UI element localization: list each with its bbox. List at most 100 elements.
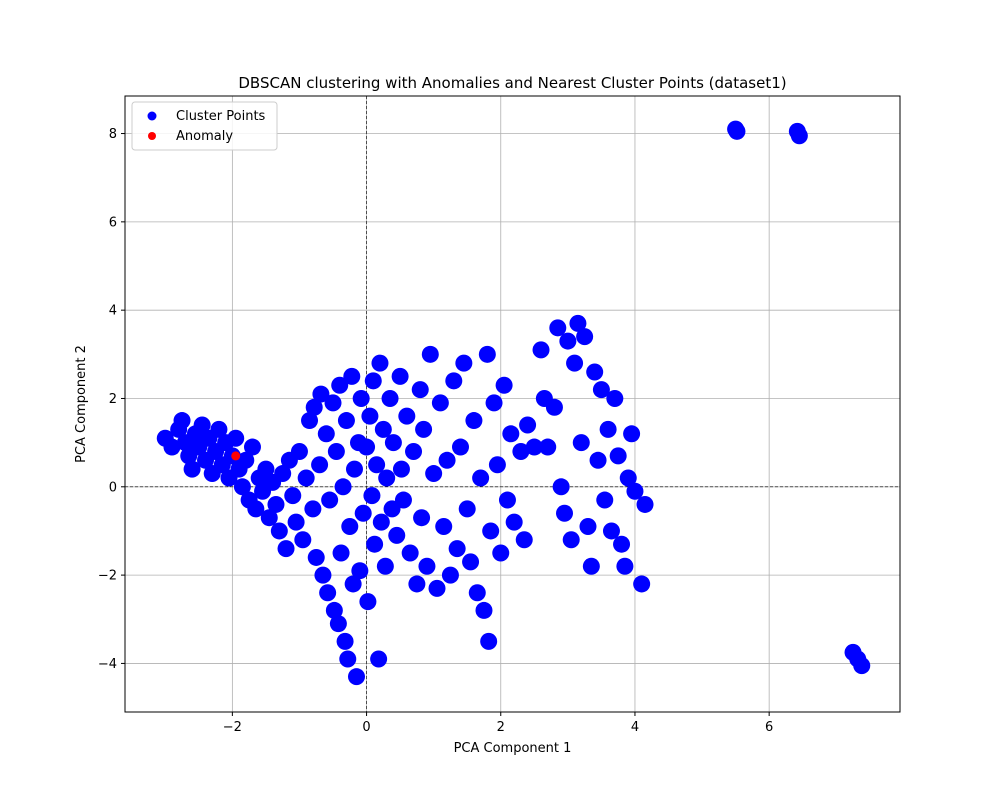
cluster-point: [343, 367, 361, 385]
x-tick-label: 6: [765, 720, 773, 735]
cluster-point: [290, 442, 308, 460]
cluster-point: [545, 398, 563, 416]
cluster-point: [488, 456, 506, 474]
cluster-point: [334, 478, 352, 496]
cluster-point: [304, 500, 322, 518]
cluster-point: [376, 557, 394, 575]
cluster-point: [270, 522, 288, 540]
cluster-point: [391, 367, 409, 385]
cluster-point: [163, 438, 181, 456]
cluster-point: [428, 579, 446, 597]
cluster-point: [378, 469, 396, 487]
cluster-point: [413, 509, 431, 527]
y-tick-label: 8: [109, 127, 117, 142]
cluster-point: [411, 381, 429, 399]
cluster-point: [633, 575, 651, 593]
cluster-point: [381, 389, 399, 407]
cluster-point: [465, 412, 483, 430]
legend-label-anomaly: Anomaly: [176, 129, 233, 144]
cluster-point: [616, 557, 634, 575]
cluster-point: [556, 504, 574, 522]
cluster-point: [566, 354, 584, 372]
y-tick-label: −2: [98, 569, 117, 584]
cluster-point: [284, 487, 302, 505]
cluster-point: [636, 495, 654, 513]
cluster-point: [525, 438, 543, 456]
cluster-point: [364, 372, 382, 390]
cluster-point: [613, 535, 631, 553]
cluster-point: [728, 122, 746, 140]
cluster-point: [339, 650, 357, 668]
cluster-point: [435, 518, 453, 536]
cluster-point: [552, 478, 570, 496]
cluster-point: [336, 632, 354, 650]
cluster-point: [475, 601, 493, 619]
cluster-point: [374, 420, 392, 438]
x-tick-label: 0: [362, 720, 370, 735]
cluster-point: [267, 495, 285, 513]
cluster-point: [790, 127, 808, 145]
cluster-point: [519, 416, 537, 434]
legend-marker-anomaly: [148, 132, 156, 140]
cluster-point: [243, 438, 261, 456]
cluster-point: [363, 487, 381, 505]
cluster-point: [287, 513, 305, 531]
cluster-point: [619, 469, 637, 487]
cluster-point: [431, 394, 449, 412]
cluster-point: [505, 513, 523, 531]
cluster-point: [368, 456, 386, 474]
plot-frame: [124, 95, 901, 713]
cluster-point: [572, 434, 590, 452]
cluster-point: [370, 650, 388, 668]
cluster-point: [324, 394, 342, 412]
cluster-point: [384, 434, 402, 452]
cluster-point: [485, 394, 503, 412]
cluster-point: [325, 601, 343, 619]
cluster-point: [462, 553, 480, 571]
legend-label-cluster-points: Cluster Points: [176, 109, 266, 124]
cluster-point: [468, 584, 486, 602]
cluster-point: [193, 416, 211, 434]
cluster-point: [297, 469, 315, 487]
cluster-point: [599, 420, 617, 438]
cluster-point: [344, 575, 362, 593]
cluster-point: [388, 526, 406, 544]
cluster-point: [492, 544, 510, 562]
cluster-point: [301, 412, 319, 430]
cluster-point: [609, 447, 627, 465]
cluster-point: [408, 575, 426, 593]
cluster-point: [317, 425, 335, 443]
cluster-point: [277, 540, 295, 558]
cluster-point: [327, 442, 345, 460]
cluster-point: [401, 544, 419, 562]
cluster-point: [478, 345, 496, 363]
cluster-point: [311, 456, 329, 474]
points-layer: [156, 120, 871, 686]
cluster-point: [319, 584, 337, 602]
cluster-point: [458, 500, 476, 518]
cluster-point: [352, 389, 370, 407]
cluster-point: [314, 566, 332, 584]
cluster-point: [539, 438, 557, 456]
cluster-point: [576, 328, 594, 346]
cluster-point: [359, 593, 377, 611]
cluster-point: [559, 332, 577, 350]
cluster-point: [441, 566, 459, 584]
y-tick-label: 2: [109, 392, 117, 407]
cluster-point: [502, 425, 520, 443]
cluster-point: [227, 429, 245, 447]
cluster-point: [394, 491, 412, 509]
x-tick-label: −2: [223, 720, 242, 735]
cluster-point: [482, 522, 500, 540]
cluster-point: [853, 657, 871, 675]
x-tick-label: 4: [631, 720, 639, 735]
cluster-point: [307, 548, 325, 566]
cluster-point: [405, 442, 423, 460]
cluster-point: [418, 557, 436, 575]
cluster-point: [455, 354, 473, 372]
y-tick-label: 4: [109, 304, 117, 319]
cluster-point: [321, 491, 339, 509]
cluster-point: [451, 438, 469, 456]
cluster-point: [398, 407, 416, 425]
